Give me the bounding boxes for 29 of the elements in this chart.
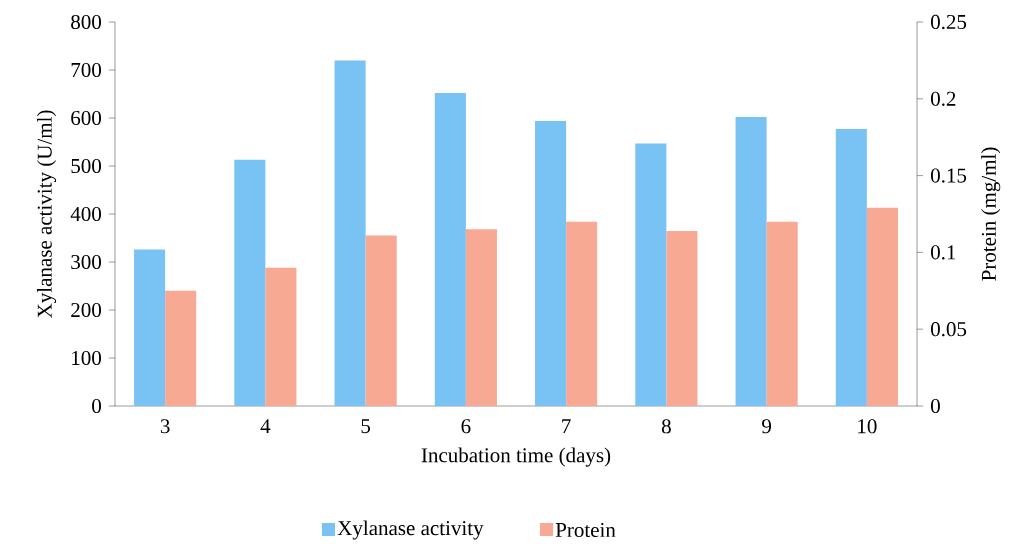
y2-tick-label: 0.15 <box>931 168 967 183</box>
x-tick-label: 4 <box>260 419 271 434</box>
bar <box>334 60 366 406</box>
x-tick-label: 3 <box>160 419 170 434</box>
y-tick-label: 200 <box>71 302 102 318</box>
y2-tick-label: 0.1 <box>931 245 956 260</box>
y-axis-title: Xylanase activity (U/ml) <box>37 110 57 318</box>
y2-tick-label: 0 <box>931 398 940 414</box>
x-tick-label: 5 <box>361 419 371 434</box>
y-tick-label: 800 <box>71 14 102 30</box>
y2-tick-label: 0.2 <box>931 91 956 106</box>
x-tick-label: 8 <box>661 419 671 434</box>
x-tick-label: 10 <box>858 419 877 434</box>
y2-axis-title: Protein (mg/ml) <box>981 147 1001 281</box>
y-tick-label: 400 <box>70 206 102 222</box>
y-tick-label: 100 <box>72 350 102 366</box>
legend-label: Protein <box>555 522 616 538</box>
x-tick-label: 6 <box>461 419 471 434</box>
y2-tick-label: 0.25 <box>931 14 967 30</box>
y-tick-label: 0 <box>92 398 102 414</box>
y-tick-label: 600 <box>71 110 102 126</box>
legend-label: Xylanase activity <box>337 520 484 540</box>
x-tick-label: 9 <box>762 419 772 434</box>
x-axis-title: Incubation time (days) <box>421 447 611 467</box>
y2-tick-label: 0.05 <box>931 322 967 337</box>
y-tick-label: 300 <box>71 254 102 270</box>
y-tick-label: 500 <box>71 158 102 174</box>
y-tick-label: 700 <box>71 62 102 78</box>
x-tick-label: 7 <box>562 419 571 433</box>
